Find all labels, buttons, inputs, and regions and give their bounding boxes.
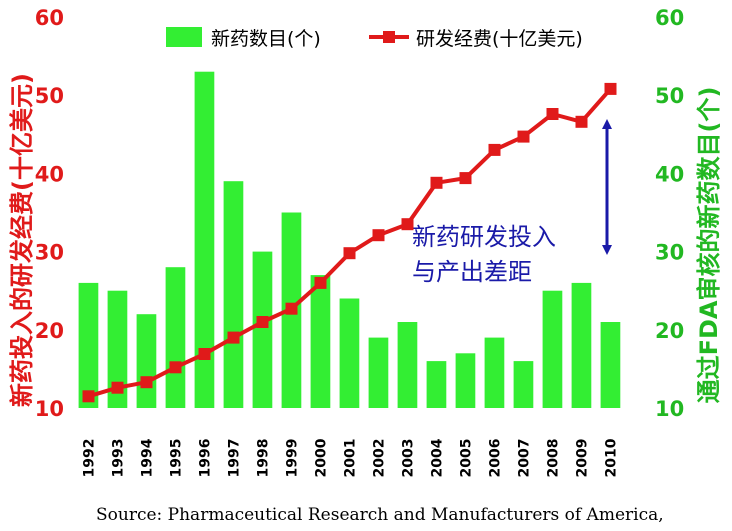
line-point-2004 <box>430 176 443 189</box>
legend-bar-swatch <box>166 27 202 47</box>
legend-bar-label: 新药数目(个) <box>211 28 321 50</box>
line-point-2000 <box>314 276 327 289</box>
line-point-1997 <box>227 331 240 344</box>
x-tick-2010: 2010 <box>604 438 620 477</box>
bar-1996 <box>194 71 215 408</box>
x-tick-1994: 1994 <box>140 438 156 477</box>
x-tick-1993: 1993 <box>111 439 127 478</box>
line-point-2001 <box>343 247 356 260</box>
x-tick-2005: 2005 <box>459 439 475 478</box>
x-axis-ticks: 1992 1993 1994 1995 1996 1997 1998 1999 2000 2001… <box>82 438 620 477</box>
left-tick-60: 60 <box>35 6 64 30</box>
line-series <box>82 82 617 403</box>
bar-2004 <box>426 361 447 408</box>
line-point-2008 <box>546 108 559 120</box>
bar-2010 <box>600 322 621 408</box>
line-point-1995 <box>169 361 182 374</box>
x-tick-2004: 2004 <box>430 438 446 477</box>
right-tick-40: 40 <box>655 162 684 186</box>
bar-2000 <box>310 275 331 408</box>
line-point-1996 <box>198 348 211 360</box>
bar-series <box>78 71 621 408</box>
annotation-line-2: 与产出差距 <box>412 258 532 286</box>
x-tick-2006: 2006 <box>488 439 504 478</box>
bar-1997 <box>223 181 244 408</box>
right-axis-ticks: 10 20 30 40 50 60 <box>655 6 684 421</box>
legend-line-marker <box>383 31 395 43</box>
right-tick-60: 60 <box>655 6 684 30</box>
line-point-1999 <box>285 302 298 315</box>
right-tick-50: 50 <box>655 84 684 108</box>
line-point-2002 <box>372 229 385 242</box>
x-tick-1992: 1992 <box>82 439 98 478</box>
bar-1998 <box>252 251 273 408</box>
right-tick-30: 30 <box>655 241 684 265</box>
bar-2002 <box>368 337 389 408</box>
line-point-2009 <box>575 115 588 128</box>
left-axis-title: 新药投入的研发经费(十亿美元) <box>8 73 36 407</box>
bar-2003 <box>397 322 418 408</box>
bar-1992 <box>78 282 99 408</box>
line-point-2003 <box>401 218 414 231</box>
bar-2009 <box>571 282 592 408</box>
x-tick-2003: 2003 <box>401 439 417 478</box>
bar-1993 <box>107 290 128 408</box>
left-tick-20: 20 <box>35 319 64 343</box>
x-tick-2001: 2001 <box>343 439 359 478</box>
left-tick-40: 40 <box>35 162 64 186</box>
x-tick-1997: 1997 <box>227 439 243 478</box>
line-point-1993 <box>111 381 124 394</box>
bar-2007 <box>513 361 534 408</box>
line-point-2005 <box>459 172 472 185</box>
x-tick-2002: 2002 <box>372 439 388 478</box>
right-tick-10: 10 <box>655 397 684 421</box>
line-point-1998 <box>256 316 269 328</box>
x-tick-1999: 1999 <box>285 439 301 478</box>
line-point-1994 <box>140 376 153 389</box>
legend-line-label: 研发经费(十亿美元) <box>416 28 583 50</box>
x-tick-2007: 2007 <box>517 439 533 478</box>
bar-2008 <box>542 290 563 408</box>
x-tick-1996: 1996 <box>198 439 214 478</box>
x-tick-2009: 2009 <box>575 439 591 478</box>
annotation-line-1: 新药研发投入 <box>412 223 556 251</box>
line-point-1992 <box>82 390 95 403</box>
x-tick-1998: 1998 <box>256 439 272 478</box>
source-note: Source: Pharmaceutical Research and Manu… <box>96 505 664 525</box>
bar-1994 <box>136 314 157 408</box>
x-tick-2008: 2008 <box>546 439 562 478</box>
x-tick-1995: 1995 <box>169 439 185 478</box>
left-tick-10: 10 <box>35 397 64 421</box>
left-tick-30: 30 <box>35 241 64 265</box>
right-axis-title: 通过FDA审核的新药数目(个) <box>695 87 723 404</box>
bar-2005 <box>455 353 476 408</box>
line-point-2007 <box>517 130 530 143</box>
line-point-2006 <box>488 143 501 156</box>
legend: 新药数目(个) 研发经费(十亿美元) <box>166 27 583 50</box>
bar-2001 <box>339 298 360 408</box>
bar-2006 <box>484 337 505 408</box>
right-tick-20: 20 <box>655 319 684 343</box>
x-tick-2000: 2000 <box>314 438 330 477</box>
bar-1995 <box>165 267 186 408</box>
left-tick-50: 50 <box>35 84 64 108</box>
left-axis-ticks: 10 20 30 40 50 60 <box>35 6 64 421</box>
line-point-2010 <box>604 82 617 95</box>
